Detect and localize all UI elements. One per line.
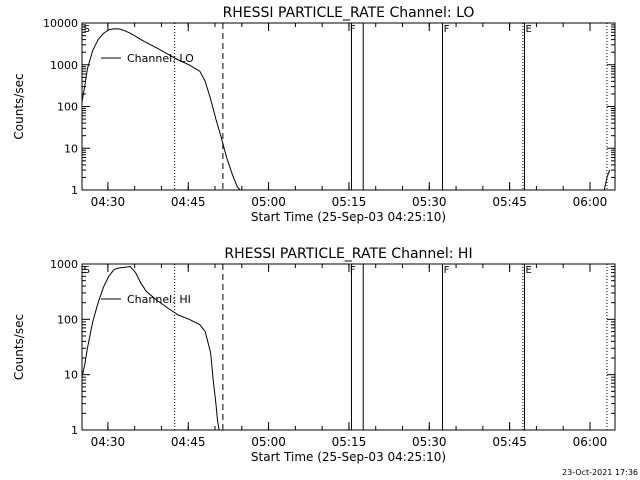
x-tick-label: 04:30 (91, 195, 126, 209)
flag-label: S (84, 265, 90, 276)
x-tick-label: 05:30 (412, 435, 447, 449)
flag-label: F (444, 24, 450, 35)
flag-label: S (84, 24, 90, 35)
flag-label: E (526, 265, 532, 276)
flag-label: E (526, 24, 532, 35)
x-tick-label: 04:30 (91, 435, 126, 449)
y-tick-label: 10 (64, 369, 78, 382)
y-axis-label: Counts/sec (12, 73, 26, 139)
plot-frame (81, 263, 616, 431)
plot-frame (81, 22, 616, 191)
chart-title: RHESSI PARTICLE_RATE Channel: HI (224, 246, 472, 262)
chart-panel-hi: RHESSI PARTICLE_RATE Channel: HI Counts/s… (12, 246, 616, 464)
y-tick-label: 1000 (50, 258, 78, 271)
x-tick-label: 05:00 (251, 195, 286, 209)
flag-label: F (350, 24, 356, 35)
y-tick-label: 1000 (50, 59, 78, 72)
y-tick-label: 10000 (43, 17, 78, 30)
x-tick-label: 05:15 (332, 435, 367, 449)
data-series-line-lo (603, 169, 611, 190)
x-tick-label: 05:45 (492, 435, 527, 449)
x-tick-label: 04:45 (171, 435, 206, 449)
y-tick-label: 100 (57, 101, 78, 114)
chart-title: RHESSI PARTICLE_RATE Channel: LO (223, 5, 475, 21)
x-tick-label: 05:30 (412, 195, 447, 209)
flag-label: F (444, 265, 450, 276)
y-tick-label: 1 (71, 184, 78, 197)
x-tick-label: 06:00 (573, 195, 608, 209)
footer-timestamp: 23-Oct-2021 17:36 (562, 468, 638, 477)
x-tick-label: 05:00 (251, 435, 286, 449)
data-series-line-hi (82, 265, 220, 430)
legend-label: Channel: HI (127, 293, 191, 306)
y-tick-label: 1 (71, 424, 78, 437)
legend-label: Channel: LO (127, 52, 194, 65)
data-series-line-lo (82, 28, 241, 190)
x-tick-label: 05:15 (332, 195, 367, 209)
chart-panel-lo: RHESSI PARTICLE_RATE Channel: LO Counts/s… (12, 5, 616, 224)
y-axis-label: Counts/sec (12, 314, 26, 380)
flag-label: F (350, 265, 356, 276)
x-tick-label: 04:45 (171, 195, 206, 209)
x-tick-label: 05:45 (492, 195, 527, 209)
x-tick-label: 06:00 (573, 435, 608, 449)
x-axis-label: Start Time (25-Sep-03 04:25:10) (251, 210, 446, 224)
y-tick-label: 10 (64, 142, 78, 155)
x-axis-label: Start Time (25-Sep-03 04:25:10) (251, 450, 446, 464)
y-tick-label: 100 (57, 313, 78, 326)
